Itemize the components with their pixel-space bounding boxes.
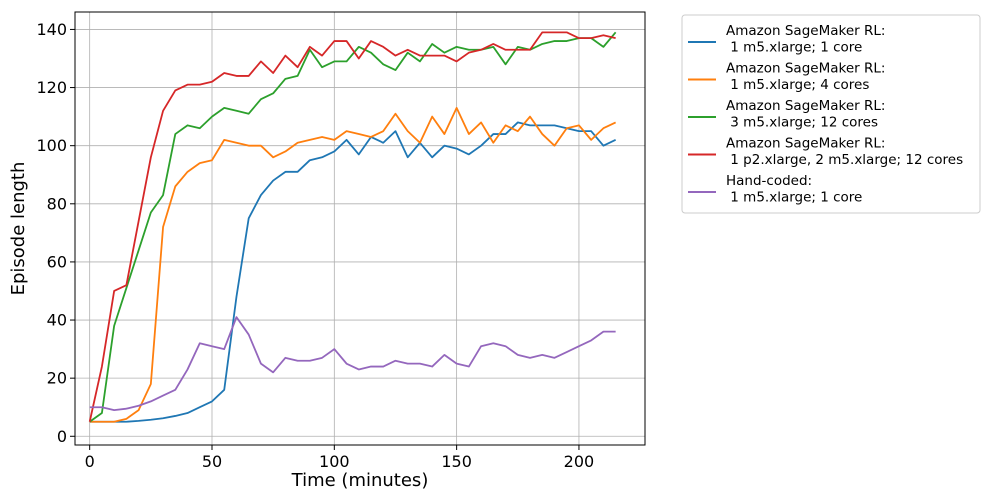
y-axis-title: Episode length — [8, 162, 29, 296]
x-tick-label: 50 — [202, 452, 222, 471]
y-axis: 0 20 40 60 80 100 120 140 — [36, 20, 75, 446]
series-line-1 — [89, 121, 617, 423]
y-tick-label: 80 — [47, 194, 67, 213]
y-tick-label: 120 — [36, 78, 67, 97]
grid — [75, 12, 645, 445]
legend-box — [681, 14, 981, 214]
legend-entry: Amazon SageMaker RL: 1 m5.xlarge; 1 core — [726, 23, 885, 56]
series-line-4 — [88, 31, 616, 422]
y-tick-label: 60 — [47, 252, 67, 271]
series-line-5 — [89, 316, 616, 412]
series-lines — [88, 31, 617, 423]
y-tick-label: 0 — [57, 427, 67, 446]
legend-entry: Amazon SageMaker RL: 1 p2.xlarge, 2 m5.x… — [726, 136, 963, 169]
x-tick-label: 200 — [564, 452, 595, 471]
legend-entry: Hand-coded: 1 m5.xlarge; 1 core — [726, 173, 862, 206]
series-line-3 — [89, 31, 617, 423]
plot-frame — [74, 11, 646, 446]
legend-entry: Amazon SageMaker RL: 1 m5.xlarge; 4 core… — [726, 61, 885, 94]
y-tick-label: 40 — [47, 311, 67, 330]
y-tick-label: 140 — [36, 20, 67, 39]
legend-entry: Amazon SageMaker RL: 3 m5.xlarge; 12 cor… — [726, 98, 885, 131]
legend: Amazon SageMaker RL: 1 m5.xlarge; 1 core… — [681, 14, 981, 214]
x-tick-label: 150 — [441, 452, 472, 471]
series-line-2 — [89, 107, 617, 423]
x-axis: 0 50 100 150 200 — [85, 445, 595, 471]
x-tick-label: 0 — [85, 452, 95, 471]
y-tick-label: 100 — [36, 136, 67, 155]
x-tick-label: 100 — [319, 452, 350, 471]
x-axis-title: Time (minutes) — [291, 470, 429, 491]
y-tick-label: 20 — [47, 369, 67, 388]
